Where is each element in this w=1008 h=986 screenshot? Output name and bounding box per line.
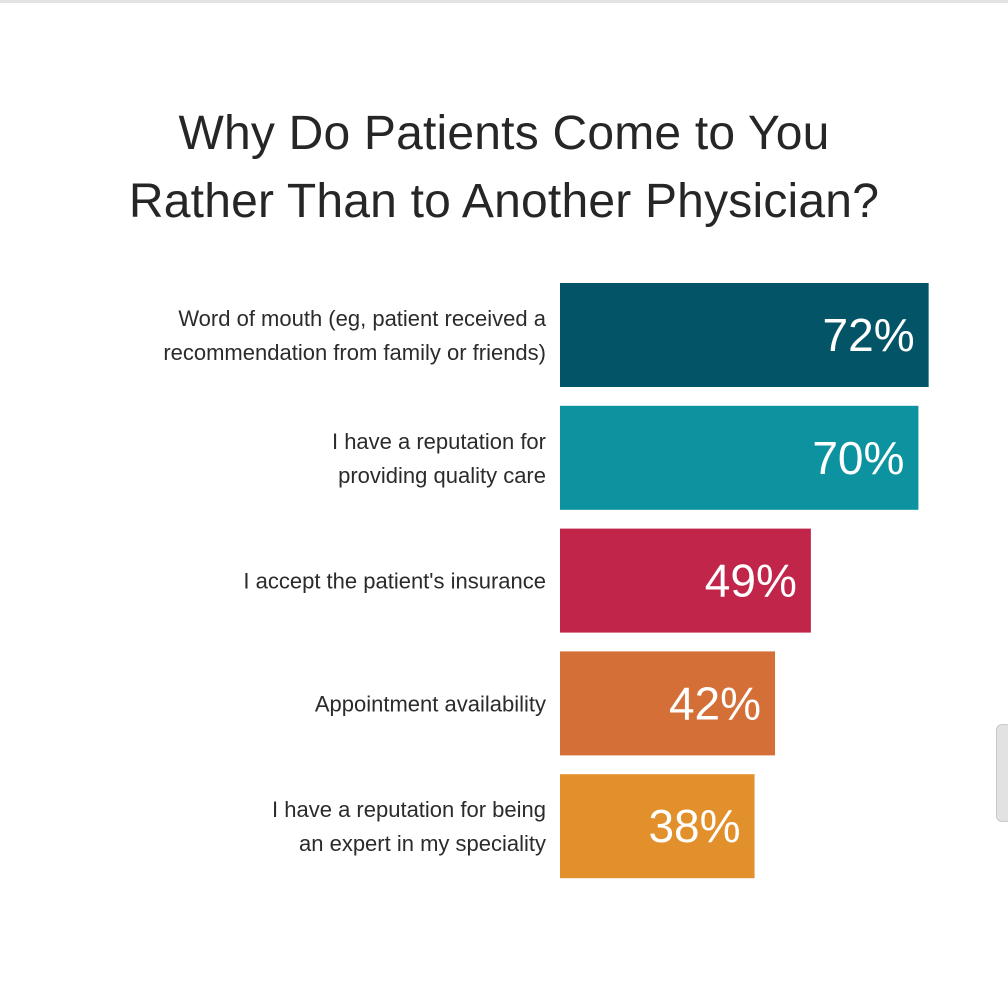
bar-3 [560,528,811,633]
bar-1 [560,283,929,387]
chart-title: Why Do Patients Come to You Rather Than … [0,100,1008,236]
bar-5 [560,774,755,879]
category-label-5-line-1: I have a reputation for being [272,797,546,822]
bar-value-label-2: 70% [812,432,904,484]
category-label-2-line-1: I have a reputation for [332,429,546,454]
chart-title-line-1: Why Do Patients Come to You [178,107,830,160]
bar-4 [560,651,776,756]
scrollbar-handle[interactable] [996,724,1008,822]
chart-title-line-2: Rather Than to Another Physician? [128,175,880,228]
category-label-3: I accept the patient's insurance [243,569,546,594]
bar-value-label-1: 72% [823,309,915,361]
bar-value-label-4: 42% [669,677,761,729]
bar-value-label-3: 49% [705,555,797,607]
top-border [0,0,1008,3]
category-label-4: Appointment availability [315,691,546,716]
bar-value-label-5: 38% [648,800,740,852]
category-label-2-line-2: providing quality care [338,463,546,488]
category-label-5-line-2: an expert in my speciality [299,831,546,856]
category-label-1-line-1: Word of mouth (eg, patient received a [178,306,546,331]
bar-2 [560,405,919,510]
category-label-1-line-2: recommendation from family or friends) [163,340,546,365]
